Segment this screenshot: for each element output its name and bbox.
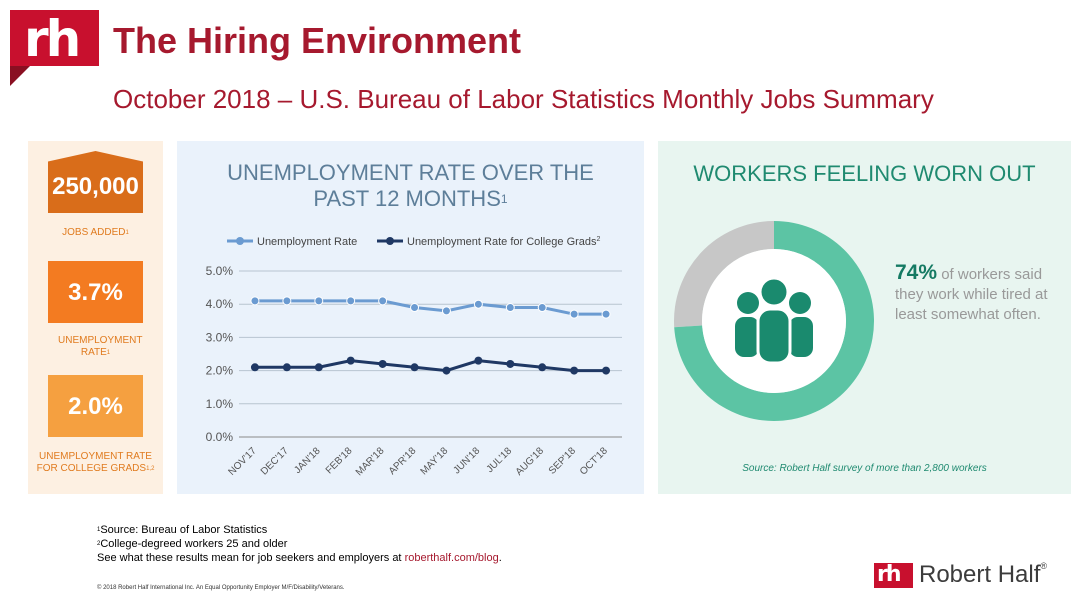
robert-half-brand-mark: rh (874, 563, 913, 588)
series-line-2 (254, 359, 607, 373)
series-1-point (537, 303, 547, 313)
legend-label: Unemployment Rate for College Grads2 (407, 236, 601, 248)
logo-fold (10, 66, 30, 86)
donut-chart (674, 221, 874, 421)
robert-half-logo: rh (10, 10, 99, 66)
series-2-point (314, 363, 323, 372)
series-1-point (441, 306, 451, 316)
y-tick-label: 2.0% (206, 364, 234, 378)
legend-swatch-point (386, 237, 394, 245)
legend-swatch-point (236, 237, 244, 245)
series-1-point (314, 296, 324, 306)
footnote-1: Source: Bureau of Labor Statistics (100, 524, 268, 536)
college-grads-value: 2.0% (68, 393, 123, 420)
series-1-point (505, 303, 515, 313)
footnotes: 1Source: Bureau of Labor Statistics 2Col… (97, 524, 502, 564)
series-2-point (570, 366, 579, 375)
jobs-added-label: JOBS ADDED1 (62, 227, 129, 238)
page-subtitle: October 2018 – U.S. Bureau of Labor Stat… (113, 84, 934, 114)
series-1-point (250, 296, 260, 306)
series-1-point (410, 303, 420, 313)
series-1-point (473, 299, 483, 309)
series-1-point (346, 296, 356, 306)
logo-text: rh (24, 10, 81, 68)
unemployment-rate-label: UNEMPLOYMENT RATE1 (58, 335, 143, 358)
x-tick-label: JAN'18 (292, 445, 323, 476)
x-tick-label: NOV'17 (227, 445, 260, 478)
x-tick-label: MAY'18 (419, 445, 451, 477)
series-2-point (250, 363, 259, 372)
y-tick-label: 1.0% (206, 397, 234, 411)
people-group-icon (735, 276, 813, 365)
copyright: © 2018 Robert Half International Inc. An… (97, 585, 345, 591)
series-2-point (506, 359, 515, 368)
series-line-1 (254, 299, 607, 316)
x-tick-label: DEC'17 (259, 445, 291, 477)
x-tick-label: JUL'18 (485, 445, 515, 475)
chart-title: UNEMPLOYMENT RATE OVER THE PAST 12 MONTH… (227, 160, 594, 211)
unemployment-rate-value: 3.7% (68, 279, 123, 306)
worn-out-percent: 74% (895, 261, 938, 284)
x-tick-label: MAR'18 (354, 445, 387, 478)
x-tick-label: FEB'18 (324, 445, 355, 476)
survey-source: Source: Robert Half survey of more than … (742, 463, 987, 474)
series-1-point (569, 309, 579, 319)
worn-out-stat: 74% of workers said they work while tire… (895, 261, 1055, 325)
y-tick-label: 4.0% (206, 297, 234, 311)
stats-panel: 250,000 JOBS ADDED1 3.7% UNEMPLOYMENT RA… (28, 141, 163, 494)
worn-out-text: of workers said they work while tired at… (895, 266, 1048, 323)
x-tick-label: JUN'18 (452, 445, 483, 476)
series-2-point (282, 363, 291, 372)
footnote-2: College-degreed workers 25 and older (100, 538, 288, 550)
x-tick-label: SEP'18 (547, 445, 578, 476)
x-tick-label: APR'18 (387, 445, 419, 477)
series-1-point (282, 296, 292, 306)
chart-panel: UNEMPLOYMENT RATE OVER THE PAST 12 MONTH… (177, 141, 644, 494)
college-grads-badge: 2.0% (48, 375, 143, 437)
workers-title: WORKERS FEELING WORN OUT (693, 161, 1036, 186)
series-1-point (601, 309, 611, 319)
jobs-added-value: 250,000 (52, 173, 139, 200)
x-tick-label: OCT'18 (578, 445, 610, 477)
blog-link[interactable]: roberthalf.com/blog (404, 552, 499, 564)
line-chart: 0.0% 1.0% 2.0% 3.0% 4.0% 5.0% NOV'17 DEC'17 JAN'… (206, 236, 622, 478)
page-title: The Hiring Environment (113, 20, 522, 61)
y-tick-label: 0.0% (206, 430, 234, 444)
jobs-added-badge: 250,000 (48, 151, 143, 213)
brand-name: Robert Half® (919, 561, 1048, 588)
workers-panel: WORKERS FEELING WORN OUT 74% of workers … (658, 141, 1071, 494)
series-2-point (442, 366, 451, 375)
series-1-point (378, 296, 388, 306)
series-2-point (410, 363, 419, 372)
x-tick-label: AUG'18 (514, 445, 547, 478)
series-2-point (538, 363, 547, 372)
series-2-point (346, 356, 355, 365)
series-2-point (474, 356, 483, 365)
y-tick-label: 5.0% (206, 264, 234, 278)
college-grads-label: UNEMPLOYMENT RATE FOR COLLEGE GRADS1,2 (36, 451, 155, 474)
legend-label: Unemployment Rate (257, 236, 357, 248)
unemployment-rate-badge: 3.7% (48, 261, 143, 323)
donut-slice-other (674, 221, 774, 328)
series-2-point (378, 359, 387, 368)
footnote-3: See what these results mean for job seek… (97, 552, 405, 564)
y-tick-label: 3.0% (206, 330, 234, 344)
series-2-point (602, 366, 611, 375)
